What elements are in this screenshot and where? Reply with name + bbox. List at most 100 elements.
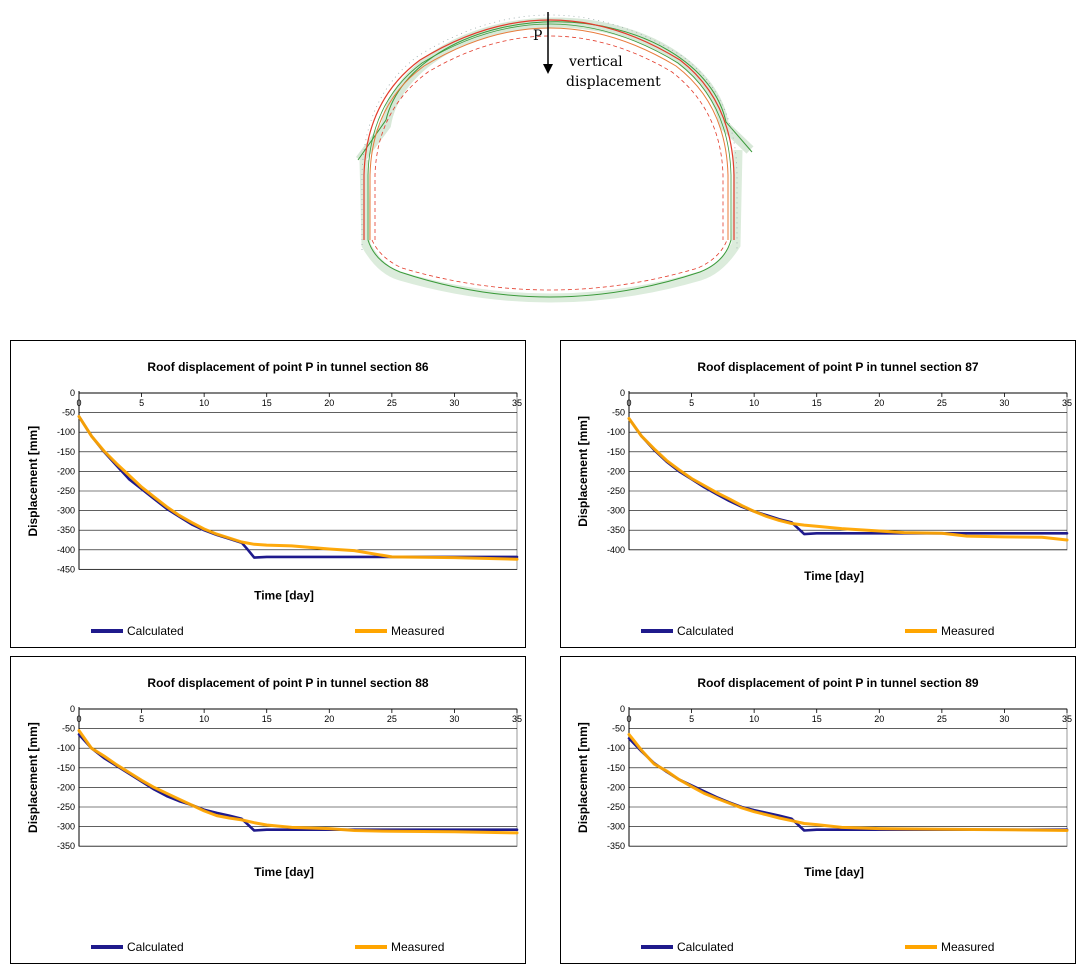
c3-title: Roof displacement of point P in tunnel s… (697, 676, 978, 690)
chart-section-89: Roof displacement of point P in tunnel s… (576, 676, 1072, 954)
c0-series-calculated-line (77, 415, 519, 559)
c1-legend-measured-label: Measured (941, 624, 994, 638)
c1-title: Roof displacement of point P in tunnel s… (697, 360, 978, 374)
chart-panel-section-86: Roof displacement of point P in tunnel s… (10, 340, 526, 648)
vertical-displacement-arrow (543, 12, 553, 74)
c3-xtick-label-3: 15 (812, 714, 822, 724)
c1-ytick-label-2: -100 (607, 427, 625, 437)
chart-panel-section-87: Roof displacement of point P in tunnel s… (560, 340, 1076, 648)
chart-section-87: Roof displacement of point P in tunnel s… (576, 360, 1072, 638)
c0-plot-area (78, 392, 518, 570)
c1-xlabel: Time [day] (804, 569, 864, 583)
c2-legend-calculated-label: Calculated (127, 940, 184, 954)
c0-xlabel: Time [day] (254, 588, 314, 602)
c3-xlabel: Time [day] (804, 865, 864, 879)
chart-section-88: Roof displacement of point P in tunnel s… (26, 676, 522, 954)
c3-series-measured-line (627, 733, 1069, 832)
c3-ylabel: Displacement [mm] (576, 722, 590, 833)
c1-xtick-label-3: 15 (812, 398, 822, 408)
c2-xtick-label-2: 10 (199, 714, 209, 724)
c0-ytick-label-5: -250 (57, 486, 75, 496)
c3-xtick-label-7: 35 (1062, 714, 1072, 724)
c2-ylabel: Displacement [mm] (26, 722, 40, 833)
c0-xtick-label-7: 35 (512, 398, 522, 408)
c0-title: Roof displacement of point P in tunnel s… (147, 360, 428, 374)
c2-series-measured-line (77, 729, 519, 835)
chart-panel-section-89: Roof displacement of point P in tunnel s… (560, 656, 1076, 964)
c1-ytick-label-0: 0 (620, 388, 625, 398)
c0-ytick-label-9: -450 (57, 564, 75, 574)
c3-xtick-label-6: 30 (999, 714, 1009, 724)
c2-plot-area (78, 708, 518, 847)
c3-ytick-label-0: 0 (620, 704, 625, 714)
c0-legend-calculated-label: Calculated (127, 624, 184, 638)
c3-plot-area (628, 708, 1068, 847)
c2-xtick-label-1: 5 (139, 714, 144, 724)
c1-ytick-label-1: -50 (612, 408, 625, 418)
c0-ytick-label-2: -100 (57, 427, 75, 437)
c2-xtick-label-7: 35 (512, 714, 522, 724)
c0-xtick-label-0: 0 (76, 398, 81, 408)
c1-ytick-label-8: -400 (607, 545, 625, 555)
c0-xtick-label-1: 5 (139, 398, 144, 408)
c1-xtick-label-6: 30 (999, 398, 1009, 408)
chart-section-86: Roof displacement of point P in tunnel s… (26, 360, 522, 638)
annotation-vertical: vertical (568, 54, 623, 70)
c1-xtick-label-4: 20 (874, 398, 884, 408)
c2-xlabel: Time [day] (254, 865, 314, 879)
c0-ytick-label-7: -350 (57, 525, 75, 535)
c0-series-measured-line (77, 415, 519, 561)
c2-ytick-label-2: -100 (57, 743, 75, 753)
tunnel-cross-section-figure: P vertical displacement (355, 12, 754, 303)
c2-xtick-label-3: 15 (262, 714, 272, 724)
c2-ytick-label-0: 0 (70, 704, 75, 714)
c1-ytick-label-3: -150 (607, 447, 625, 457)
c0-ytick-label-1: -50 (62, 408, 75, 418)
c2-ytick-label-4: -200 (57, 782, 75, 792)
c0-ytick-label-3: -150 (57, 447, 75, 457)
c3-xtick-label-4: 20 (874, 714, 884, 724)
c2-ytick-label-1: -50 (62, 724, 75, 734)
annotation-displacement: displacement (566, 74, 661, 90)
c3-ytick-label-3: -150 (607, 763, 625, 773)
c2-ytick-label-3: -150 (57, 763, 75, 773)
c3-ytick-label-2: -100 (607, 743, 625, 753)
c3-ytick-label-7: -350 (607, 841, 625, 851)
c3-ytick-label-5: -250 (607, 802, 625, 812)
c3-ytick-label-6: -300 (607, 822, 625, 832)
c3-xtick-label-5: 25 (937, 714, 947, 724)
c1-ytick-label-7: -350 (607, 525, 625, 535)
c2-xtick-label-4: 20 (324, 714, 334, 724)
c1-series-calculated-line (627, 417, 1069, 536)
c1-ytick-label-6: -300 (607, 506, 625, 516)
c2-ytick-label-5: -250 (57, 802, 75, 812)
c1-ylabel: Displacement [mm] (576, 416, 590, 527)
c0-ytick-label-8: -400 (57, 545, 75, 555)
c0-ytick-label-6: -300 (57, 506, 75, 516)
c2-ytick-label-7: -350 (57, 841, 75, 851)
c1-series-measured-line (627, 417, 1069, 542)
c0-xtick-label-4: 20 (324, 398, 334, 408)
c1-ytick-label-4: -200 (607, 466, 625, 476)
point-p-label: P (533, 28, 542, 44)
c2-xtick-label-6: 30 (449, 714, 459, 724)
c3-ytick-label-1: -50 (612, 724, 625, 734)
c2-legend-measured-label: Measured (391, 940, 444, 954)
c1-legend-calculated-label: Calculated (677, 624, 734, 638)
c2-title: Roof displacement of point P in tunnel s… (147, 676, 428, 690)
c1-xtick-label-7: 35 (1062, 398, 1072, 408)
c2-xtick-label-5: 25 (387, 714, 397, 724)
c1-xtick-label-2: 10 (749, 398, 759, 408)
c0-xtick-label-6: 30 (449, 398, 459, 408)
c0-xtick-label-2: 10 (199, 398, 209, 408)
c1-xtick-label-5: 25 (937, 398, 947, 408)
c3-legend-measured-label: Measured (941, 940, 994, 954)
chart-panel-section-88: Roof displacement of point P in tunnel s… (10, 656, 526, 964)
c0-ylabel: Displacement [mm] (26, 426, 40, 537)
c0-ytick-label-4: -200 (57, 466, 75, 476)
c2-ytick-label-6: -300 (57, 822, 75, 832)
c0-xtick-label-3: 15 (262, 398, 272, 408)
c2-xtick-label-0: 0 (76, 714, 81, 724)
c0-xtick-label-5: 25 (387, 398, 397, 408)
c1-xtick-label-1: 5 (689, 398, 694, 408)
